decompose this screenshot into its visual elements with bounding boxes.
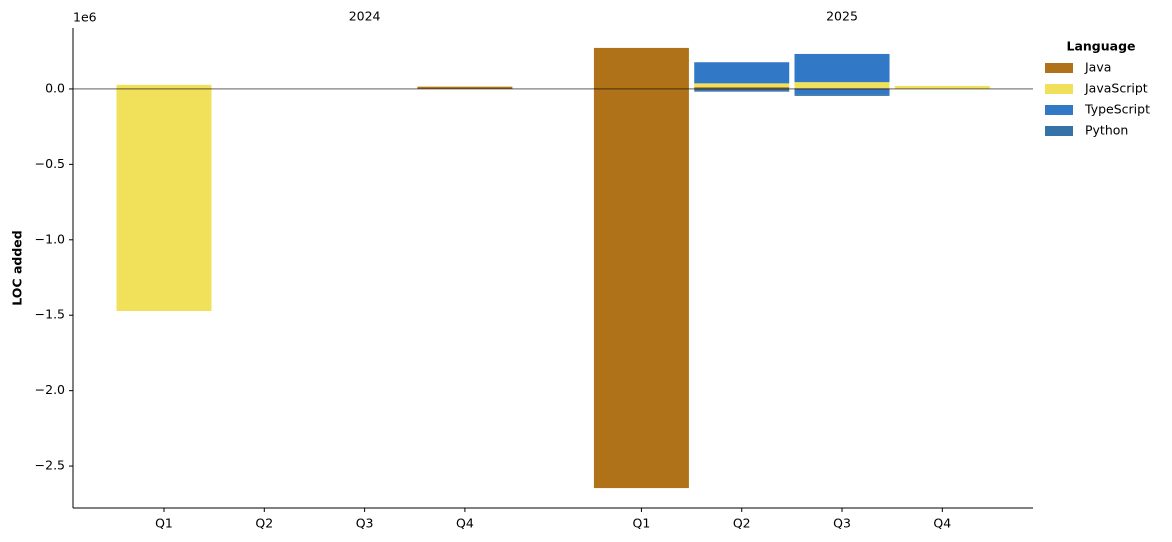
bar-segment	[116, 88, 212, 311]
x-tick-label: Q1	[155, 516, 173, 531]
legend-title: Language	[1066, 39, 1135, 54]
legend-label: Python	[1085, 123, 1128, 138]
y-axis-label: LOC added	[10, 230, 25, 305]
y-tick-label: −0.5	[35, 156, 65, 171]
bar-segment	[417, 86, 513, 89]
legend-label: JavaScript	[1084, 81, 1148, 96]
bar-segment	[694, 83, 790, 88]
bar-segment	[593, 47, 689, 89]
x-tick-label: Q2	[733, 516, 751, 531]
bar-segment	[794, 94, 890, 96]
x-tick-label: Q1	[633, 516, 651, 531]
legend-swatch	[1045, 63, 1073, 73]
legend-swatch	[1045, 126, 1073, 136]
x-tick-label: Q2	[255, 516, 273, 531]
group-label: 2024	[349, 9, 381, 24]
bar-segment	[894, 85, 990, 89]
bar-segment	[694, 90, 790, 92]
x-tick-label: Q3	[833, 516, 851, 531]
bar-segment	[694, 87, 790, 89]
bar-segment	[794, 53, 890, 83]
y-tick-label: −2.0	[35, 382, 65, 397]
legend-swatch	[1045, 84, 1073, 94]
y-offset-label: 1e6	[73, 10, 97, 25]
legend-label: TypeScript	[1084, 102, 1150, 117]
bar-segment	[694, 88, 790, 91]
x-tick-label: Q3	[356, 516, 374, 531]
x-tick-label: Q4	[933, 516, 951, 531]
y-tick-label: −1.5	[35, 307, 65, 322]
bar-segment	[593, 88, 689, 489]
y-tick-label: −1.0	[35, 231, 65, 246]
y-tick-label: 0.0	[45, 80, 65, 95]
bar-segment	[694, 62, 790, 84]
bar-segment	[794, 82, 890, 89]
x-tick-label: Q4	[456, 516, 474, 531]
bar-segment	[794, 88, 890, 89]
bar-segment	[116, 84, 212, 89]
legend-swatch	[1045, 105, 1073, 115]
bar-segment	[794, 88, 890, 95]
y-tick-label: −2.5	[35, 458, 65, 473]
legend-label: Java	[1084, 60, 1111, 75]
group-label: 2025	[826, 9, 858, 24]
